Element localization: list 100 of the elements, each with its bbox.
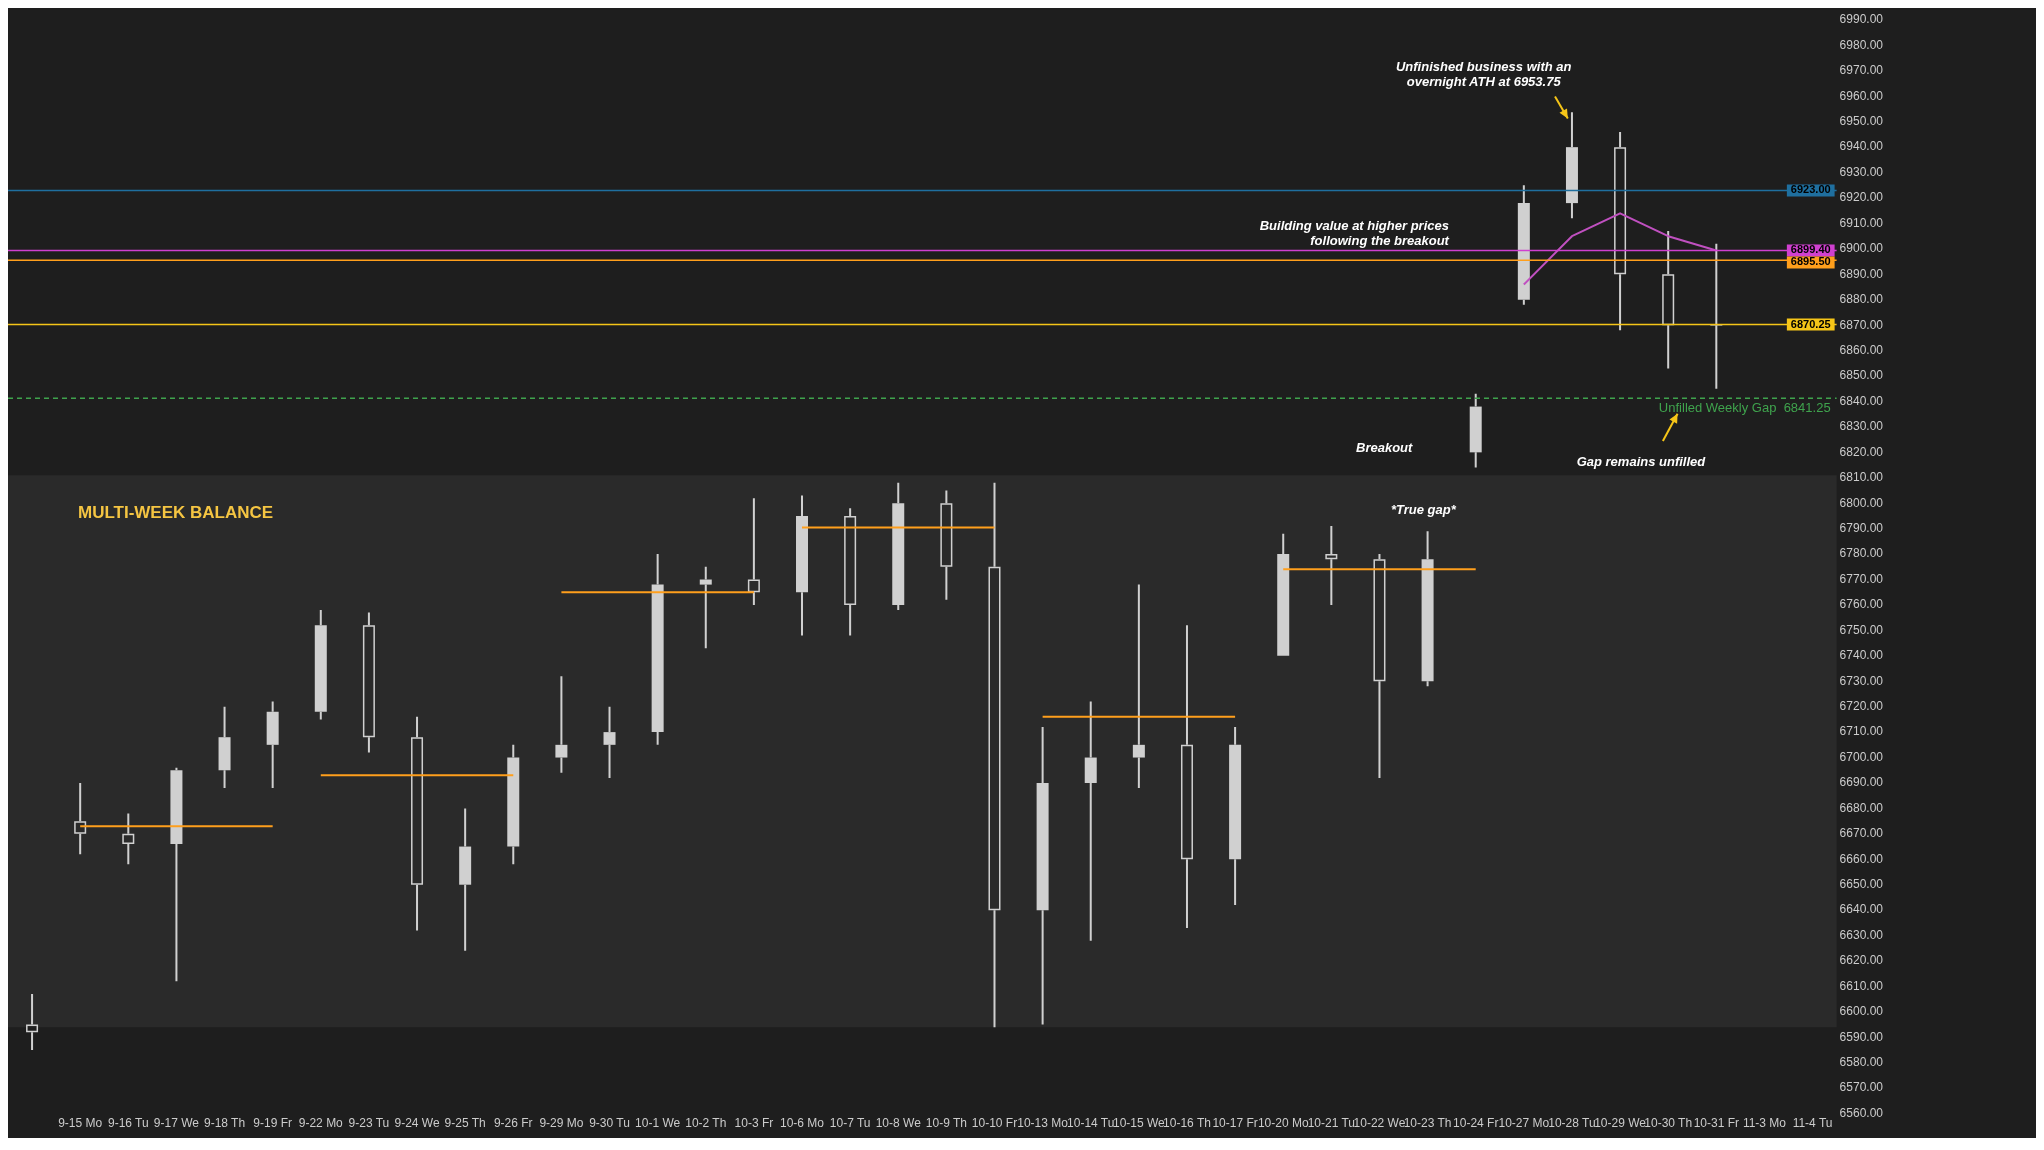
candlestick xyxy=(507,743,520,866)
x-tick-label: 9-26 Fr xyxy=(493,1116,533,1131)
ref-line-label: 6870.25 xyxy=(1790,317,1831,330)
y-tick-label: 6560.00 xyxy=(1839,1105,1884,1120)
x-tick-label: 9-24 We xyxy=(394,1116,440,1131)
candlestick xyxy=(314,609,327,721)
x-tick-label: 10-3 Fr xyxy=(734,1116,774,1131)
y-tick-label: 6620.00 xyxy=(1839,953,1884,968)
ref-line-label: Unfilled Weekly Gap 6841.25 xyxy=(1658,400,1831,416)
x-tick-label: 9-22 Mo xyxy=(298,1116,344,1131)
y-tick-label: 6900.00 xyxy=(1839,241,1884,256)
y-tick-label: 6940.00 xyxy=(1839,139,1884,154)
y-tick-label: 6790.00 xyxy=(1839,520,1884,535)
candlestick xyxy=(459,807,472,952)
x-tick-label: 9-25 Th xyxy=(444,1116,486,1131)
ref-line-label: 6923.00 xyxy=(1790,183,1831,196)
candlestick xyxy=(1662,230,1675,370)
x-tick-label: 9-17 We xyxy=(153,1116,200,1131)
band-label: MULTI-WEEK BALANCE xyxy=(78,503,274,523)
x-tick-label: 10-17 Fr xyxy=(1212,1116,1258,1131)
y-tick-label: 6760.00 xyxy=(1839,597,1884,612)
y-tick-label: 6780.00 xyxy=(1839,546,1884,561)
candlestick xyxy=(1084,700,1097,942)
y-tick-label: 6610.00 xyxy=(1839,978,1884,993)
y-tick-label: 6670.00 xyxy=(1839,826,1884,841)
candlestick xyxy=(26,993,39,1052)
candlestick xyxy=(1517,184,1530,306)
x-tick-label: 10-10 Fr xyxy=(971,1116,1018,1131)
x-tick-label: 9-16 Tu xyxy=(107,1116,149,1131)
x-tick-label: 9-15 Mo xyxy=(58,1116,103,1131)
candlestick xyxy=(74,781,87,856)
y-tick-label: 6970.00 xyxy=(1839,63,1884,78)
x-tick-label: 11-3 Mo xyxy=(1742,1116,1787,1131)
x-tick-label: 10-23 Th xyxy=(1403,1116,1452,1131)
candlestick xyxy=(122,812,135,866)
y-tick-label: 6890.00 xyxy=(1839,266,1884,281)
y-tick-label: 6880.00 xyxy=(1839,292,1884,307)
candlestick xyxy=(1421,530,1434,688)
candlestick xyxy=(651,553,664,746)
y-tick-label: 6580.00 xyxy=(1839,1055,1884,1070)
candlestick xyxy=(603,705,616,779)
y-tick-label: 6700.00 xyxy=(1839,749,1884,764)
y-tick-label: 6650.00 xyxy=(1839,877,1884,892)
annotation: Building value at higher prices following the breakout xyxy=(1259,218,1450,249)
x-tick-label: 10-24 Fr xyxy=(1453,1116,1499,1131)
annotation: Unfinished business with an overnight ATH at 6953.75 xyxy=(1395,58,1572,89)
x-tick-label: 10-28 Tu xyxy=(1548,1116,1596,1131)
x-tick-label: 10-2 Th xyxy=(685,1116,727,1131)
y-tick-label: 6850.00 xyxy=(1839,368,1884,383)
y-tick-label: 6840.00 xyxy=(1839,393,1884,408)
y-tick-label: 6630.00 xyxy=(1839,927,1884,942)
candlestick xyxy=(892,481,905,612)
y-tick-label: 6710.00 xyxy=(1839,724,1884,739)
ref-line-label: 6899.40 xyxy=(1790,243,1831,256)
x-tick-label: 10-30 Th xyxy=(1644,1116,1693,1131)
candlestick xyxy=(170,766,183,983)
y-tick-label: 6800.00 xyxy=(1839,495,1884,510)
x-tick-label: 9-19 Fr xyxy=(253,1116,293,1131)
candlestick xyxy=(266,700,279,790)
y-tick-label: 6810.00 xyxy=(1839,470,1884,485)
x-tick-label: 9-29 Mo xyxy=(539,1116,584,1131)
x-tick-label: 10-22 We xyxy=(1353,1116,1406,1131)
candlestick xyxy=(1132,583,1145,790)
candlestick xyxy=(1277,532,1290,656)
y-tick-label: 6950.00 xyxy=(1839,114,1884,129)
y-tick-label: 6660.00 xyxy=(1839,851,1884,866)
x-tick-label: 10-9 Th xyxy=(925,1116,967,1131)
candlestick xyxy=(844,507,857,637)
candlestick xyxy=(1614,130,1627,332)
y-tick-label: 6920.00 xyxy=(1839,190,1884,205)
x-tick-label: 10-14 Tu xyxy=(1067,1116,1115,1131)
x-tick-label: 10-8 We xyxy=(875,1116,922,1131)
y-tick-label: 6590.00 xyxy=(1839,1029,1884,1044)
candlestick xyxy=(1373,553,1386,779)
y-tick-label: 6730.00 xyxy=(1839,673,1884,688)
candlestick xyxy=(1229,726,1242,907)
x-tick-label: 10-20 Mo xyxy=(1257,1116,1309,1131)
x-tick-label: 9-30 Tu xyxy=(589,1116,630,1131)
candlestick xyxy=(1036,726,1049,1026)
y-tick-label: 6990.00 xyxy=(1839,12,1884,27)
y-tick-label: 6600.00 xyxy=(1839,1004,1884,1019)
x-tick-label: 10-7 Tu xyxy=(829,1116,871,1131)
candlestick xyxy=(1180,624,1193,929)
candlestick xyxy=(699,565,712,650)
candlestick xyxy=(1469,392,1482,469)
y-tick-label: 6820.00 xyxy=(1839,444,1884,459)
annotation: Gap remains unfilled xyxy=(1576,454,1707,470)
y-tick-label: 6910.00 xyxy=(1839,215,1884,230)
x-tick-label: 10-6 Mo xyxy=(779,1116,825,1131)
x-tick-label: 10-16 Th xyxy=(1163,1116,1211,1131)
candlestick xyxy=(362,611,375,754)
y-tick-label: 6720.00 xyxy=(1839,698,1884,713)
candlestick xyxy=(411,715,424,932)
x-tick-label: 9-18 Th xyxy=(203,1116,246,1131)
candlestick xyxy=(988,481,1001,1029)
y-tick-label: 6860.00 xyxy=(1839,342,1884,357)
y-tick-label: 6980.00 xyxy=(1839,37,1884,52)
x-tick-label: 11-4 Tu xyxy=(1792,1116,1833,1131)
y-tick-label: 6690.00 xyxy=(1839,775,1884,790)
y-tick-label: 6740.00 xyxy=(1839,648,1884,663)
